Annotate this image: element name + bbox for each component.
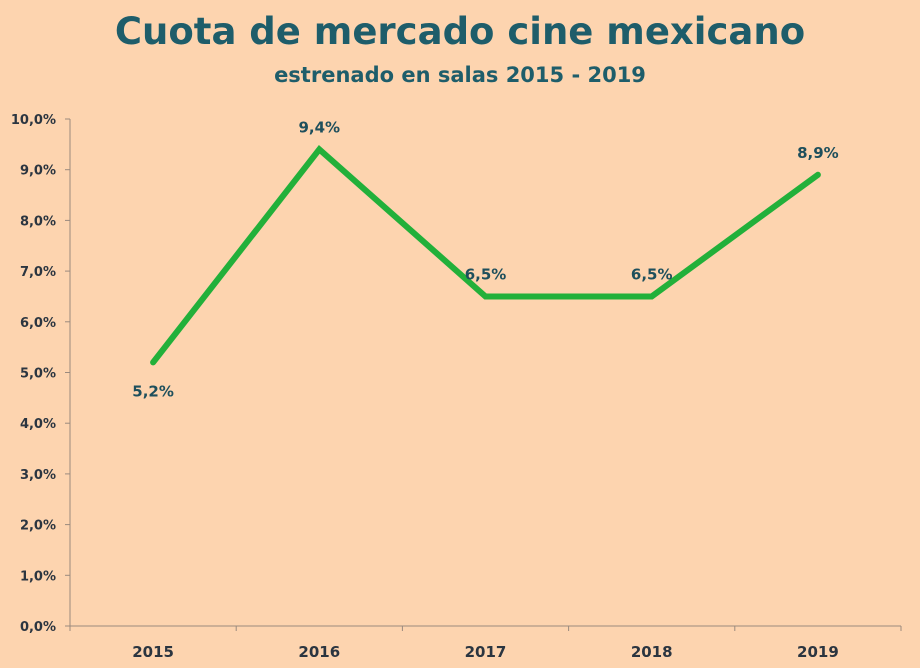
data-label: 6,5%	[465, 265, 507, 283]
x-tick-label: 2015	[132, 643, 174, 661]
data-label: 5,2%	[132, 382, 174, 400]
chart-title: Cuota de mercado cine mexicano	[114, 10, 806, 53]
x-tick-label: 2019	[797, 643, 839, 661]
x-tick-label: 2016	[298, 643, 340, 661]
data-label: 9,4%	[298, 118, 340, 136]
y-tick-label: 8,0%	[20, 214, 56, 229]
data-label: 8,9%	[797, 144, 839, 162]
chart-subtitle: estrenado en salas 2015 - 2019	[274, 63, 646, 87]
y-tick-label: 9,0%	[20, 164, 56, 179]
series-line	[150, 145, 821, 366]
y-tick-label: 4,0%	[20, 417, 56, 432]
y-tick-label: 5,0%	[20, 367, 56, 382]
y-tick-label: 10,0%	[11, 113, 56, 128]
y-tick-label: 3,0%	[20, 468, 56, 483]
x-tick-label: 2017	[465, 643, 507, 661]
y-tick-label: 2,0%	[20, 519, 56, 534]
y-tick-label: 1,0%	[20, 569, 56, 584]
y-tick-label: 7,0%	[20, 265, 56, 280]
data-label: 6,5%	[631, 265, 673, 283]
x-tick-label: 2018	[631, 643, 673, 661]
y-tick-label: 0,0%	[20, 620, 56, 635]
y-tick-label: 6,0%	[20, 316, 56, 331]
